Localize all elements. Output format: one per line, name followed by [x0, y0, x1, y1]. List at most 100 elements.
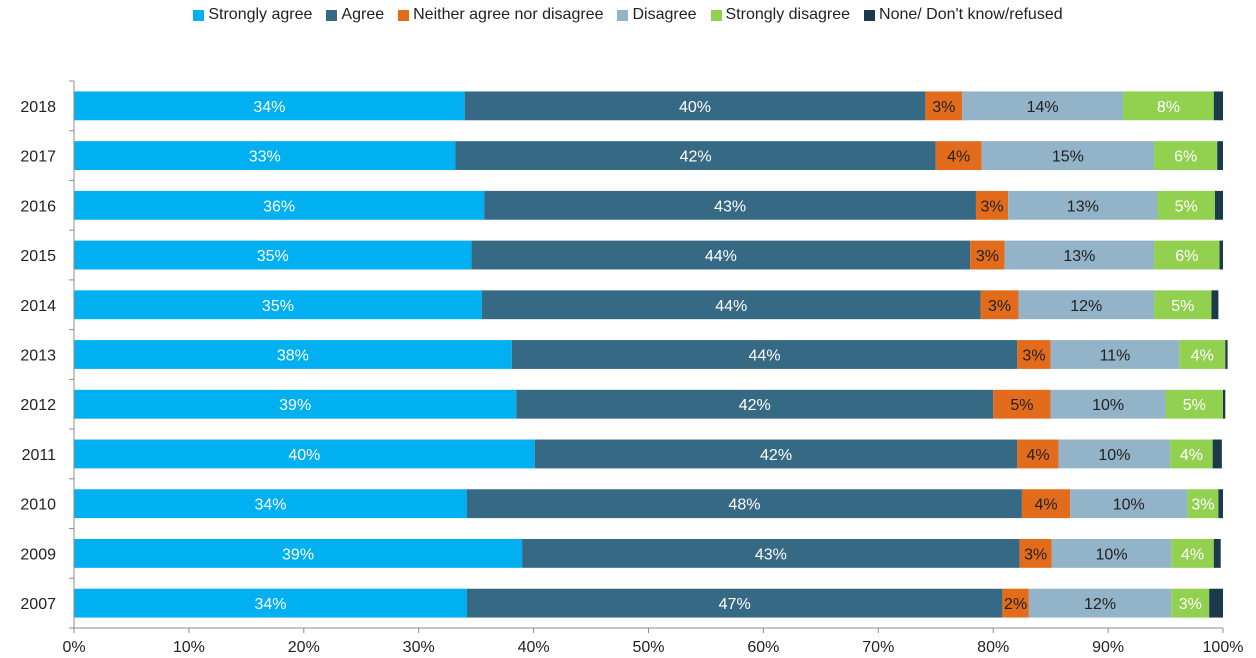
data-label: 34% — [254, 596, 286, 613]
legend-swatch — [710, 9, 722, 21]
x-tick-label: 60% — [747, 639, 779, 656]
data-label: 10% — [1096, 546, 1128, 563]
legend-item: Disagree — [617, 6, 697, 24]
bar-segment — [1223, 389, 1226, 419]
data-label: 10% — [1098, 447, 1130, 464]
data-label: 6% — [1175, 248, 1198, 265]
data-label: 4% — [947, 149, 970, 166]
legend-label: Strongly agree — [208, 6, 313, 23]
data-label: 35% — [257, 248, 289, 265]
x-tick-label: 30% — [403, 639, 435, 656]
bar-segment — [74, 588, 467, 618]
legend-item: Agree — [326, 6, 384, 24]
data-label: 5% — [1175, 198, 1198, 215]
bar-segment — [481, 290, 981, 320]
data-label: 39% — [279, 397, 311, 414]
legend-label: None/ Don't know/refused — [879, 6, 1063, 23]
data-label: 8% — [1157, 99, 1180, 116]
bar-segment — [1170, 439, 1213, 469]
bar-segment — [1154, 290, 1212, 320]
data-label: 3% — [1191, 497, 1214, 514]
x-tick-label: 50% — [632, 639, 664, 656]
data-label: 42% — [680, 149, 712, 166]
bar-segment — [1017, 439, 1059, 469]
bar-segment — [466, 588, 1003, 618]
bar-segment — [1002, 588, 1029, 618]
category-label: 2007 — [20, 596, 56, 613]
bar-segment — [1187, 489, 1219, 519]
data-label: 42% — [739, 397, 771, 414]
axes-group: 2018 2017 2016 2015 2014 2013 2012 2011 2010 2009… — [20, 80, 1244, 656]
x-tick-label: 20% — [288, 639, 320, 656]
data-label: 4% — [1191, 348, 1214, 365]
bar-segment — [74, 290, 482, 320]
data-label: 44% — [749, 348, 781, 365]
category-label: 2018 — [20, 99, 56, 116]
data-label: 13% — [1063, 248, 1095, 265]
legend-swatch — [864, 9, 876, 21]
bar-segment — [1157, 190, 1215, 220]
bar-segment — [1070, 489, 1188, 519]
category-label: 2009 — [20, 546, 56, 563]
data-label: 3% — [1179, 596, 1202, 613]
bar-segment — [935, 141, 982, 171]
bar-segment — [1211, 290, 1219, 320]
data-label: 12% — [1084, 596, 1116, 613]
bar-segment — [1171, 588, 1210, 618]
bar-segment — [993, 389, 1051, 419]
bar-segment — [1021, 489, 1071, 519]
category-label: 2015 — [20, 248, 56, 265]
segment-labels-group: 34% 40% 3% 14% 8% 33% 42% 4% 15% 6% 36% 43% 3% 13% 5% 3… — [249, 99, 1215, 613]
bar-segment — [1008, 190, 1158, 220]
data-label: 43% — [755, 546, 787, 563]
data-label: 5% — [1171, 298, 1194, 315]
bar-segment — [1050, 389, 1166, 419]
bar-segment — [534, 439, 1018, 469]
data-label: 42% — [760, 447, 792, 464]
bar-segment — [1225, 340, 1228, 369]
legend-swatch — [326, 9, 338, 21]
bar-segment — [1050, 340, 1180, 369]
legend-item: Neither agree nor disagree — [398, 6, 603, 24]
legend-item: Strongly disagree — [710, 6, 851, 24]
bar-segment — [1154, 141, 1218, 171]
x-tick-label: 0% — [62, 639, 85, 656]
data-label: 3% — [980, 198, 1003, 215]
data-label: 34% — [253, 99, 285, 116]
category-label: 2017 — [20, 149, 56, 166]
data-label: 40% — [679, 99, 711, 116]
bar-segment — [1017, 340, 1051, 369]
data-label: 36% — [263, 198, 295, 215]
legend-label: Strongly disagree — [725, 6, 851, 23]
data-label: 5% — [1183, 397, 1206, 414]
data-label: 10% — [1092, 397, 1124, 414]
x-tick-label: 40% — [518, 639, 550, 656]
bar-segment — [1213, 91, 1223, 121]
bar-segment — [1217, 141, 1223, 171]
category-label: 2011 — [22, 447, 57, 464]
bar-segment — [74, 389, 517, 419]
data-label: 43% — [714, 198, 746, 215]
bar-segment — [970, 240, 1005, 270]
x-tick-label: 100% — [1203, 639, 1244, 656]
bars-group — [74, 91, 1228, 618]
bar-segment — [1154, 240, 1220, 270]
bar-segment — [1123, 91, 1214, 121]
bar-segment — [1171, 538, 1214, 568]
x-tick-label: 90% — [1092, 639, 1124, 656]
legend-label: Agree — [341, 6, 385, 23]
data-label: 34% — [254, 497, 286, 514]
data-label: 3% — [1022, 348, 1045, 365]
data-label: 11% — [1100, 348, 1131, 365]
data-label: 3% — [988, 298, 1011, 315]
bar-segment — [1018, 290, 1155, 320]
x-tick-label: 70% — [862, 639, 894, 656]
category-label: 2012 — [20, 397, 56, 414]
data-label: 14% — [1027, 99, 1059, 116]
legend-label: Neither agree nor disagree — [413, 6, 604, 23]
bar-segment — [74, 141, 456, 171]
data-label: 12% — [1070, 298, 1102, 315]
bar-segment — [471, 240, 971, 270]
bar-segment — [74, 190, 485, 220]
data-label: 10% — [1113, 497, 1145, 514]
